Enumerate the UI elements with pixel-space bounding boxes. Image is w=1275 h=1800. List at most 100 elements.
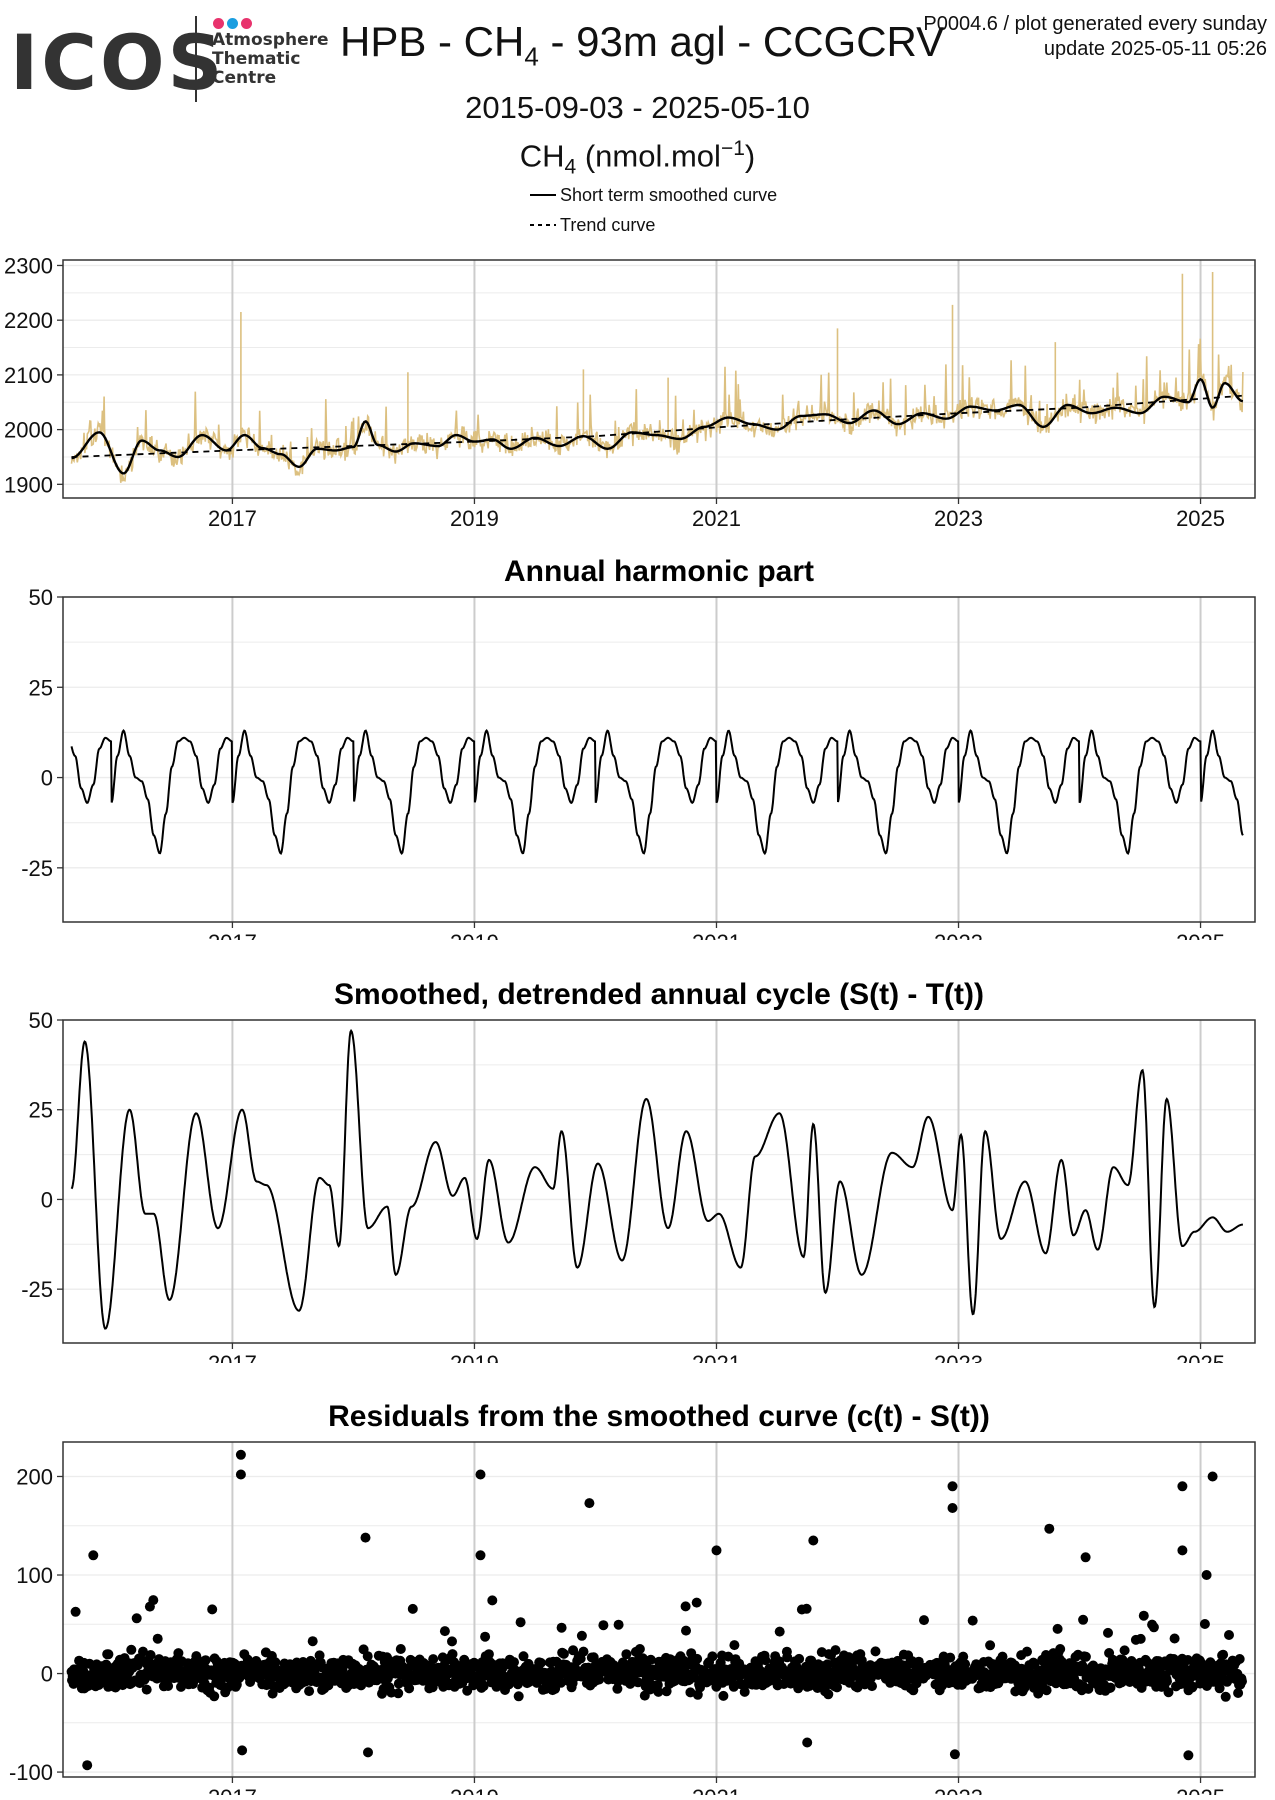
- x-tick-label: 2019: [450, 1785, 499, 1795]
- x-tick-label: 2023: [934, 1351, 983, 1363]
- x-tick-label: 2017: [208, 930, 257, 940]
- residual-point: [634, 1644, 645, 1654]
- residual-outlier-point: [584, 1498, 595, 1509]
- y-tick-label: 50: [29, 1008, 53, 1033]
- x-tick-label: 2025: [1176, 930, 1225, 940]
- residual-point: [1199, 1619, 1210, 1629]
- residual-point: [556, 1622, 567, 1633]
- plot-title: HPB - CH4 - 93m agl - CCGCRV: [340, 18, 944, 72]
- residual-point: [621, 1649, 632, 1660]
- residual-outlier-point: [475, 1469, 486, 1480]
- title-suffix: - 93m agl - CCGCRV: [538, 18, 945, 65]
- unit-label: CH4 (nmol.mol−1): [0, 137, 1275, 180]
- residual-point: [681, 1625, 691, 1636]
- plot-marks: [66, 1449, 1247, 1771]
- residual-point: [141, 1684, 152, 1695]
- panel-residuals: -100 0 100 200 2017 2019 2021 2023 2025 Residuals…: [9, 1400, 1256, 1795]
- y-tick-label: 0: [41, 766, 53, 791]
- residual-outlier-point: [711, 1545, 722, 1556]
- y-tick-label: -25: [21, 856, 53, 881]
- icos-logo: ICOS: [10, 18, 226, 107]
- residual-point: [1135, 1633, 1146, 1644]
- residual-outlier-point: [1207, 1471, 1218, 1482]
- legend: Short term smoothed curve Trend curve: [530, 180, 777, 240]
- residual-point: [148, 1595, 159, 1606]
- residual-outlier-point: [947, 1481, 958, 1492]
- smoothed-curve: [71, 377, 1244, 475]
- residual-point: [1169, 1633, 1180, 1644]
- residual-point: [428, 1654, 439, 1665]
- residual-point: [967, 1615, 978, 1626]
- residual-point: [794, 1653, 805, 1664]
- residual-point: [1119, 1645, 1130, 1656]
- residual-point: [1237, 1676, 1247, 1687]
- logo-dot: [213, 18, 224, 29]
- legend-label-smooth: Short term smoothed curve: [560, 184, 778, 205]
- unit-prefix: CH: [519, 138, 565, 174]
- residual-point: [215, 1676, 226, 1687]
- legend-item-trend: Trend curve: [530, 210, 777, 240]
- residual-point: [1214, 1683, 1225, 1694]
- logo-dot: [241, 18, 252, 29]
- residual-point: [270, 1657, 281, 1668]
- residual-point: [509, 1657, 519, 1668]
- x-tick-label: 2025: [1176, 506, 1225, 531]
- residual-point: [1103, 1627, 1113, 1638]
- x-tick-label: 2021: [692, 506, 741, 531]
- residual-point: [997, 1651, 1008, 1662]
- residual-point: [1105, 1682, 1116, 1693]
- residual-point: [304, 1686, 315, 1697]
- residual-point: [513, 1691, 524, 1702]
- unit-mid: (nmol.mol: [576, 138, 721, 174]
- panel-annual-harmonic: -25 0 25 50 2017 2019 2021 2023 2025 Annual harmo…: [21, 555, 1256, 940]
- plot-marks: [70, 728, 1244, 856]
- residual-point: [958, 1651, 969, 1662]
- x-tick-label: 2025: [1176, 1351, 1225, 1363]
- residual-point: [832, 1682, 842, 1693]
- y-tick-label: 2000: [4, 418, 53, 443]
- residual-outlier-point: [475, 1550, 486, 1561]
- residual-point: [691, 1597, 702, 1608]
- residual-point: [480, 1631, 491, 1642]
- x-tick-label: 2023: [934, 930, 983, 940]
- residual-point: [131, 1613, 142, 1624]
- residual-point: [692, 1653, 703, 1664]
- panel-title: Smoothed, detrended annual cycle (S(t) -…: [334, 978, 984, 1011]
- solid-line-icon: [530, 194, 556, 196]
- residual-point: [1078, 1614, 1089, 1625]
- logo-sub-line: Thematic: [212, 49, 301, 69]
- x-tick-label: 2019: [450, 930, 499, 940]
- residual-point: [613, 1619, 624, 1630]
- dashed-line-icon: [530, 224, 556, 226]
- meta-line-2: update 2025-05-11 05:26: [1043, 38, 1267, 60]
- plot-frame: [62, 596, 1256, 923]
- residual-point: [612, 1683, 623, 1694]
- residual-outlier-point: [1044, 1523, 1055, 1534]
- residual-outlier-point: [802, 1737, 813, 1748]
- x-tick-label: 2019: [450, 506, 499, 531]
- residual-point: [985, 1640, 996, 1651]
- residual-point: [478, 1681, 489, 1692]
- x-tick-label: 2023: [934, 1785, 983, 1795]
- residual-point: [729, 1640, 740, 1651]
- plot-meta: P0004.6 / plot generated every sunday up…: [923, 12, 1267, 62]
- y-tick-label: -100: [9, 1760, 53, 1785]
- residual-point: [1224, 1630, 1234, 1640]
- residual-point: [960, 1659, 971, 1670]
- residual-point: [782, 1652, 793, 1663]
- residual-point: [145, 1650, 156, 1660]
- plot-frame: [62, 1019, 1256, 1344]
- detrended-curve: [70, 1028, 1243, 1330]
- residual-point: [568, 1645, 579, 1656]
- x-tick-label: 2021: [692, 1351, 741, 1363]
- residual-point: [945, 1652, 956, 1663]
- residual-point: [407, 1603, 418, 1614]
- residual-outlier-point: [235, 1469, 246, 1480]
- raw-data-line: [70, 272, 1244, 483]
- residual-point: [870, 1646, 881, 1657]
- residual-point: [594, 1674, 605, 1685]
- residual-point: [395, 1644, 406, 1654]
- residual-point: [804, 1681, 815, 1691]
- residual-point: [487, 1595, 498, 1606]
- residual-point: [867, 1681, 877, 1692]
